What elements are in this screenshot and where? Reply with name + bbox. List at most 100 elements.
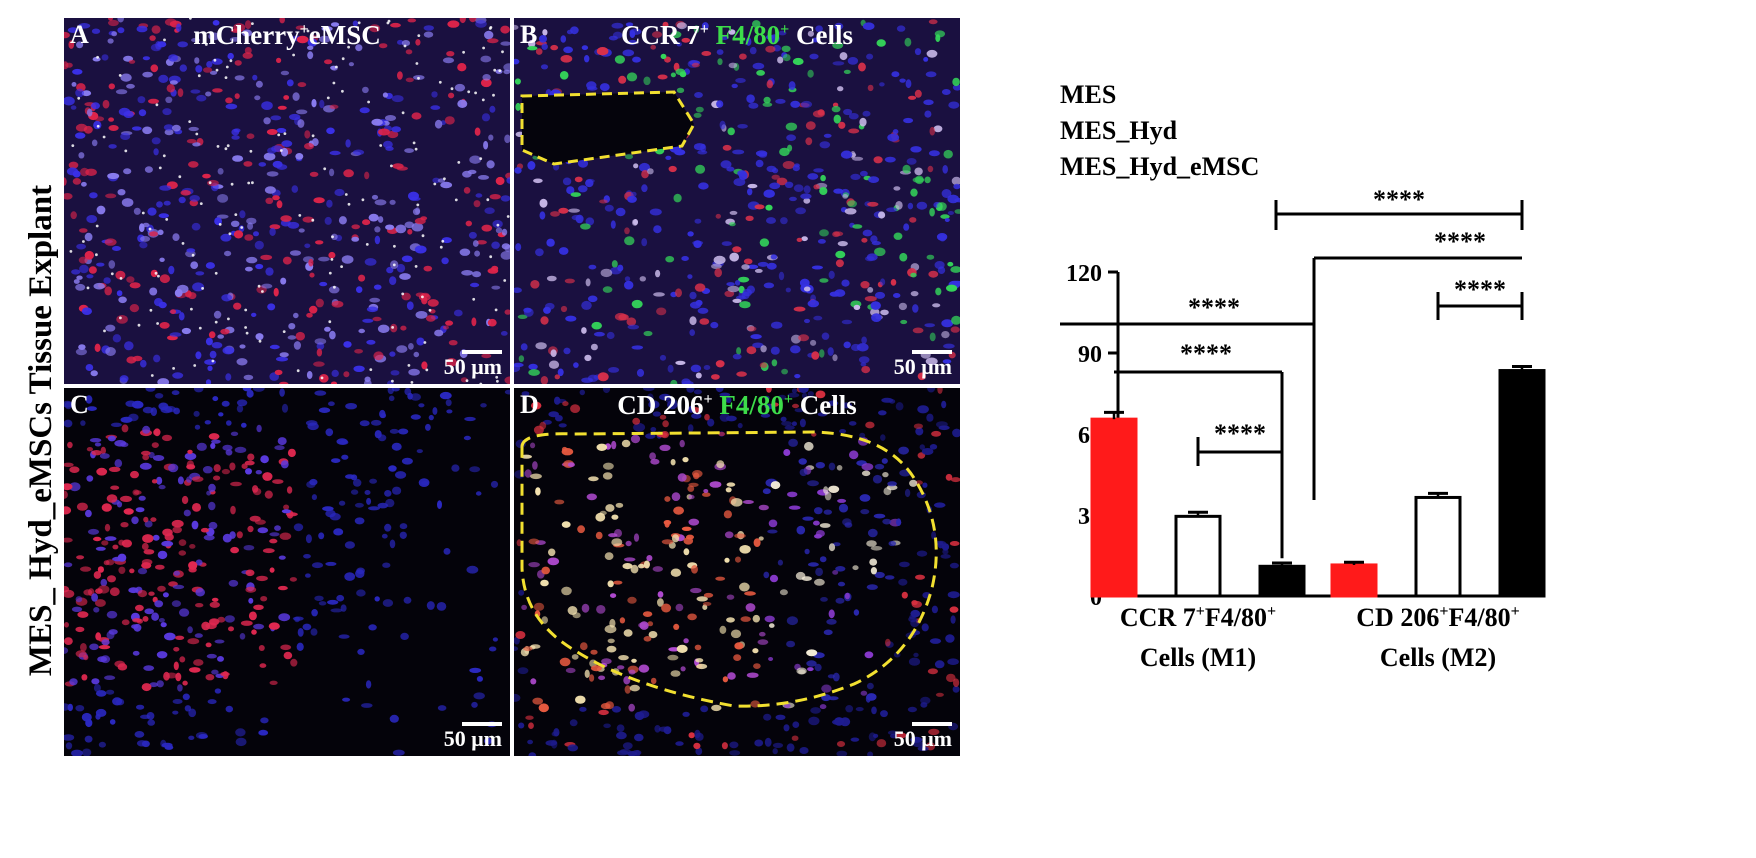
cell-mark [280, 460, 289, 469]
cell-mark [843, 108, 853, 116]
cell-mark [783, 703, 791, 708]
cell-mark [528, 722, 534, 729]
cell-mark [807, 480, 819, 487]
cell-mark [228, 232, 232, 236]
cell-mark [297, 119, 305, 128]
cell-mark [354, 349, 363, 354]
cell-mark [206, 61, 213, 68]
cell-mark [162, 592, 169, 598]
cell-mark [296, 642, 304, 651]
cell-mark [528, 369, 540, 376]
cell-mark [231, 135, 240, 140]
cell-mark [352, 149, 365, 156]
cell-mark [570, 192, 581, 198]
cell-mark [177, 476, 184, 485]
cell-mark [923, 99, 934, 106]
cell-mark [116, 315, 128, 324]
cell-mark [273, 287, 279, 297]
cell-mark [256, 575, 268, 582]
legend-label: MES_Hyd [1060, 116, 1178, 145]
cell-mark [159, 274, 170, 284]
cell-mark [823, 629, 833, 636]
cell-mark [161, 540, 174, 547]
cell-mark [586, 493, 597, 501]
cell-mark [787, 491, 798, 498]
cell-mark [795, 571, 806, 580]
cell-mark [659, 393, 671, 401]
cell-mark [681, 378, 691, 384]
cell-mark [302, 623, 312, 631]
cell-mark [283, 132, 287, 135]
cell-mark [95, 588, 103, 594]
cell-mark [541, 43, 548, 50]
cell-mark [385, 498, 395, 508]
cell-mark [784, 425, 795, 430]
cell-mark [222, 444, 233, 451]
cell-mark [193, 410, 200, 417]
cell-mark [331, 233, 338, 240]
cell-mark [585, 278, 591, 287]
cell-mark [560, 55, 573, 63]
cell-mark [158, 618, 165, 623]
cell-mark [942, 359, 952, 364]
cell-mark [362, 219, 371, 226]
cell-mark [85, 509, 92, 518]
cell-mark [141, 211, 145, 215]
cell-mark [595, 531, 603, 540]
cell-mark [230, 546, 240, 554]
cell-mark [437, 500, 442, 509]
panel-title-part: + [703, 391, 713, 408]
cell-mark [928, 728, 940, 736]
cell-mark [599, 83, 610, 92]
cell-mark [800, 193, 812, 200]
cell-mark [473, 200, 481, 208]
cell-mark [172, 233, 180, 242]
cell-mark [690, 364, 702, 373]
cell-mark [847, 200, 857, 208]
cell-mark [742, 500, 754, 504]
cell-mark [514, 58, 520, 65]
cell-mark [632, 417, 641, 425]
cell-mark [353, 365, 365, 372]
panel-title-part: eMSC [308, 20, 381, 50]
cell-mark [400, 325, 407, 331]
cell-mark [106, 689, 115, 695]
cell-mark [794, 374, 801, 379]
cell-mark [781, 368, 788, 375]
cell-mark [366, 339, 376, 345]
cell-mark [241, 422, 247, 428]
cell-mark [188, 292, 197, 300]
cell-mark [246, 133, 255, 139]
cell-mark [203, 67, 213, 73]
cell-mark [952, 77, 960, 87]
cell-mark [719, 625, 727, 634]
cell-mark [248, 597, 254, 604]
cell-mark [479, 382, 483, 384]
cell-mark [255, 333, 264, 341]
cell-mark [695, 747, 703, 756]
cell-mark [163, 200, 171, 206]
cell-mark [941, 189, 952, 198]
cell-mark [747, 183, 758, 189]
cell-mark [659, 354, 667, 361]
cell-mark [605, 504, 615, 512]
cell-mark [82, 748, 92, 756]
cell-mark [683, 548, 690, 556]
cell-mark [600, 268, 613, 278]
cell-mark [340, 265, 343, 268]
cell-mark [759, 238, 770, 247]
cell-mark [528, 363, 538, 370]
cell-mark [826, 618, 837, 625]
cell-mark [836, 465, 843, 471]
cell-mark [929, 126, 936, 136]
cell-mark [821, 684, 832, 693]
cell-mark [647, 393, 654, 402]
cell-mark [296, 35, 309, 44]
cell-mark [660, 53, 667, 60]
cell-mark [675, 288, 682, 298]
cell-mark [675, 68, 686, 76]
cell-mark [578, 185, 588, 193]
cell-mark [195, 732, 208, 739]
panel-letter-a: A [70, 20, 89, 49]
cell-mark [889, 399, 896, 404]
